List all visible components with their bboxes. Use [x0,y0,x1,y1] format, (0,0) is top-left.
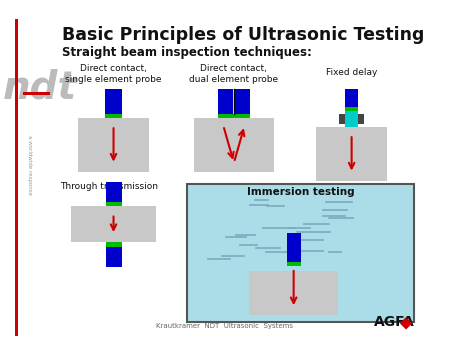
Bar [105,114,122,118]
Bar [235,89,249,114]
Polygon shape [400,317,412,329]
Bar [219,114,249,118]
Bar [106,202,121,207]
Bar [339,114,346,125]
Text: Straight beam inspection techniques:: Straight beam inspection techniques: [62,46,312,59]
Bar [187,184,414,322]
Bar [78,118,149,172]
Bar [105,89,122,114]
Bar [346,106,358,111]
Text: Through transmission: Through transmission [60,182,158,191]
Text: ndt: ndt [2,68,77,106]
Bar [358,114,364,125]
Bar [286,262,301,266]
Bar [316,127,387,181]
Text: Krautkramer  NDT  Ultrasonic  Systems: Krautkramer NDT Ultrasonic Systems [155,323,292,329]
Text: a worldwide response: a worldwide response [27,135,32,195]
Text: Basic Principles of Ultrasonic Testing: Basic Principles of Ultrasonic Testing [62,26,424,44]
Text: Immersion testing: Immersion testing [246,187,354,197]
Bar [71,207,156,242]
Bar [106,242,121,247]
Bar [24,92,50,94]
Bar [346,89,358,106]
Text: AGFA: AGFA [374,315,415,329]
Bar [194,118,274,172]
Bar [106,181,121,207]
Bar [219,89,233,114]
Bar [16,19,18,336]
Bar [286,233,301,262]
Text: Direct contact,
single element probe: Direct contact, single element probe [65,64,162,84]
Bar [106,242,121,267]
Bar [249,271,338,315]
Text: Fixed delay: Fixed delay [326,68,377,77]
Bar [346,111,358,127]
Text: Direct contact,
dual element probe: Direct contact, dual element probe [189,64,279,84]
